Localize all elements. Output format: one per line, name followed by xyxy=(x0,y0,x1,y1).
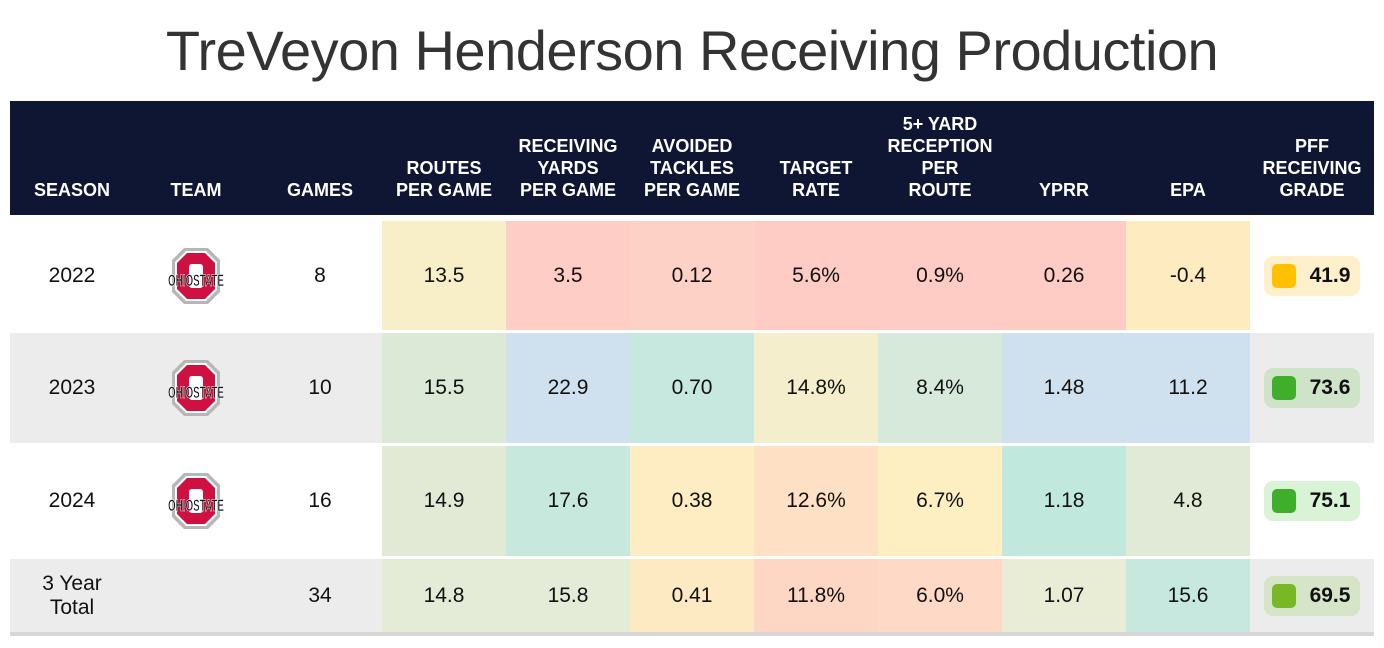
grade-badge: 41.9 xyxy=(1263,255,1361,296)
avoided-tackles-per-game-cell: 0.41 xyxy=(630,559,754,632)
column-header-receiving-yards-per-game: RECEIVING YARDS PER GAME xyxy=(518,136,618,200)
season-cell: 2024 xyxy=(48,489,96,512)
grade-badge: 73.6 xyxy=(1263,368,1361,408)
target-rate-cell: 14.8% xyxy=(754,333,878,443)
games-cell: 8 xyxy=(314,263,326,287)
page-title: TreVeyon Henderson Receiving Production xyxy=(165,19,1219,82)
5-yard-reception-per-route-cell: 0.9% xyxy=(878,221,1002,330)
column-header-5-yard-reception-per-route: 5+ YARD RECEPTION PER ROUTE xyxy=(887,114,993,200)
table-row: 2024 OHIOSTATE 16 14.9 17.6 0.38 12.6% 6.7% 1.… xyxy=(10,446,1374,556)
team-cell xyxy=(134,559,258,632)
5-yard-reception-per-route-cell: 6.7% xyxy=(878,446,1002,556)
column-header-yprr: YPRR xyxy=(1038,180,1090,200)
column-header-season: SEASON xyxy=(33,180,111,200)
target-rate-cell: 5.6% xyxy=(754,221,878,330)
pff-grade-cell: 75.1 xyxy=(1250,446,1374,556)
epa-cell: 15.6 xyxy=(1126,559,1250,632)
table-row: 2022 OHIOSTATE 8 13.5 3.5 0.12 5.6% 0.9% 0.26-… xyxy=(10,221,1374,330)
svg-text:OHIOSTATE: OHIOSTATE xyxy=(168,271,224,290)
target-rate-cell: 11.8% xyxy=(754,559,878,632)
grade-badge: 75.1 xyxy=(1263,481,1361,521)
table-row: 3 Year Total 34 14.8 15.8 0.41 11.8% 6.0% 1.07 1… xyxy=(10,559,1374,636)
team-cell: OHIOSTATE xyxy=(134,333,258,443)
games-cell: 16 xyxy=(308,489,332,512)
epa-cell: -0.4 xyxy=(1126,221,1250,330)
stats-table: SEASON TEAM GAMES ROUTES PER GAME RECEIV… xyxy=(10,101,1374,636)
yprr-cell: 0.26 xyxy=(1002,221,1126,330)
routes-per-game-cell: 15.5 xyxy=(382,333,506,443)
column-header-games: GAMES xyxy=(286,180,354,200)
pff-grade-cell: 73.6 xyxy=(1250,333,1374,443)
ohio-state-logo-icon: OHIOSTATE xyxy=(168,247,224,304)
receiving-yards-per-game-cell: 17.6 xyxy=(506,446,630,556)
season-cell: 2022 xyxy=(48,263,96,287)
yprr-cell: 1.48 xyxy=(1002,333,1126,443)
target-rate-cell: 12.6% xyxy=(754,446,878,556)
grade-color-indicator-icon xyxy=(1271,376,1296,400)
grade-value: 69.5 xyxy=(1309,583,1351,607)
grade-color-indicator-icon xyxy=(1271,489,1296,513)
svg-text:OHIOSTATE: OHIOSTATE xyxy=(168,496,224,515)
column-header-routes-per-game: ROUTES PER GAME xyxy=(395,158,493,200)
routes-per-game-cell: 14.8 xyxy=(382,559,506,632)
games-cell: 10 xyxy=(308,376,332,399)
epa-cell: 11.2 xyxy=(1126,333,1250,443)
column-header-team: TEAM xyxy=(170,180,222,200)
receiving-yards-per-game-cell: 3.5 xyxy=(506,221,630,330)
svg-text:OHIOSTATE: OHIOSTATE xyxy=(168,383,224,402)
5-yard-reception-per-route-cell: 6.0% xyxy=(878,559,1002,632)
5-yard-reception-per-route-cell: 8.4% xyxy=(878,333,1002,443)
avoided-tackles-per-game-cell: 0.70 xyxy=(630,333,754,443)
season-cell: 3 Year Total xyxy=(42,571,102,619)
receiving-yards-per-game-cell: 15.8 xyxy=(506,559,630,632)
grade-value: 73.6 xyxy=(1309,376,1351,399)
avoided-tackles-per-game-cell: 0.38 xyxy=(630,446,754,556)
table-header: SEASON TEAM GAMES ROUTES PER GAME RECEIV… xyxy=(10,101,1374,215)
pff-grade-cell: 69.5 xyxy=(1250,559,1374,632)
column-header-pff-receiving-grade: PFF RECEIVING GRADE xyxy=(1262,136,1362,200)
avoided-tackles-per-game-cell: 0.12 xyxy=(630,221,754,330)
grade-color-indicator-icon xyxy=(1271,263,1296,288)
epa-cell: 4.8 xyxy=(1126,446,1250,556)
column-header-avoided-tackles-per-game: AVOIDED TACKLES PER GAME xyxy=(643,136,741,200)
column-header-target-rate: TARGET RATE xyxy=(779,158,853,200)
grade-value: 75.1 xyxy=(1309,489,1351,512)
routes-per-game-cell: 13.5 xyxy=(382,221,506,330)
column-header-epa: EPA xyxy=(1170,180,1206,200)
yprr-cell: 1.18 xyxy=(1002,446,1126,556)
receiving-yards-per-game-cell: 22.9 xyxy=(506,333,630,443)
season-cell: 2023 xyxy=(48,376,96,399)
yprr-cell: 1.07 xyxy=(1002,559,1126,632)
ohio-state-logo-icon: OHIOSTATE xyxy=(168,360,224,416)
pff-grade-cell: 41.9 xyxy=(1250,221,1374,330)
table-row: 2023 OHIOSTATE 10 15.5 22.9 0.70 14.8% 8.4% 1.… xyxy=(10,333,1374,443)
ohio-state-logo-icon: OHIOSTATE xyxy=(168,473,224,529)
grade-color-indicator-icon xyxy=(1271,583,1296,608)
grade-badge: 69.5 xyxy=(1263,575,1361,616)
grade-value: 41.9 xyxy=(1309,263,1351,287)
routes-per-game-cell: 14.9 xyxy=(382,446,506,556)
team-cell: OHIOSTATE xyxy=(134,221,258,330)
games-cell: 34 xyxy=(308,583,332,607)
team-cell: OHIOSTATE xyxy=(134,446,258,556)
